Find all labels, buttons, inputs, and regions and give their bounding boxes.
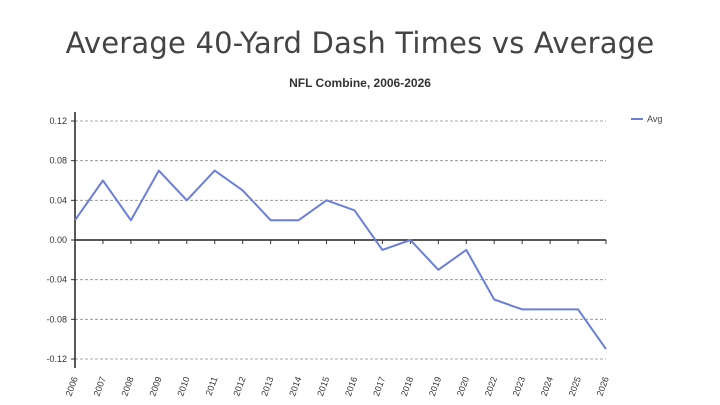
x-tick-label: 2009 (147, 375, 163, 397)
x-tick-label: 2018 (399, 375, 415, 397)
x-tick-label: 2014 (287, 375, 303, 397)
x-tick-label: 2015 (315, 375, 331, 397)
x-tick-label: 2023 (511, 375, 527, 397)
x-tick-label: 2016 (343, 375, 359, 397)
x-tick-label: 2026 (595, 375, 611, 397)
chart-subtitle: NFL Combine, 2006-2026 (289, 76, 431, 90)
chart-title: Average 40-Yard Dash Times vs Average (65, 26, 655, 60)
x-tick-labels: 2006 2007 2008 2009 2010 2011 2012 2013 2014 2015… (64, 375, 611, 397)
y-tick-label: 0.08 (49, 156, 67, 166)
x-tick-label: 2020 (455, 375, 471, 397)
x-tick-label: 2019 (427, 375, 443, 397)
y-tick-label: 0.12 (49, 116, 67, 126)
x-tick-label: 2024 (539, 375, 555, 397)
y-tick-label: 0.00 (49, 235, 67, 245)
x-tick-label: 2008 (120, 375, 136, 397)
x-tick-label: 2011 (204, 375, 220, 397)
x-tick-label: 2006 (64, 375, 80, 397)
y-tick-label: -0.08 (46, 314, 67, 324)
x-tick-label: 2017 (371, 375, 387, 397)
y-tick-label: -0.12 (46, 354, 67, 364)
x-tick-label: 2013 (259, 375, 275, 397)
y-tick-labels: 0.12 0.08 0.04 0.00 -0.04 -0.08 -0.12 (46, 116, 67, 364)
series (74, 169, 607, 350)
x-tick-label: 2012 (231, 375, 247, 397)
series-line-avg (74, 169, 607, 350)
x-tick-label: 2022 (483, 375, 499, 397)
x-tick-label: 2007 (92, 375, 108, 397)
grid-lines (75, 120, 606, 360)
legend-label-avg: Avg (647, 114, 662, 124)
y-tick-label: 0.04 (49, 195, 67, 205)
legend[interactable]: Avg (631, 114, 662, 124)
axes (71, 112, 607, 368)
y-tick-label: -0.04 (46, 275, 67, 285)
x-tick-label: 2025 (567, 375, 583, 397)
x-tick-label: 2010 (175, 375, 191, 397)
